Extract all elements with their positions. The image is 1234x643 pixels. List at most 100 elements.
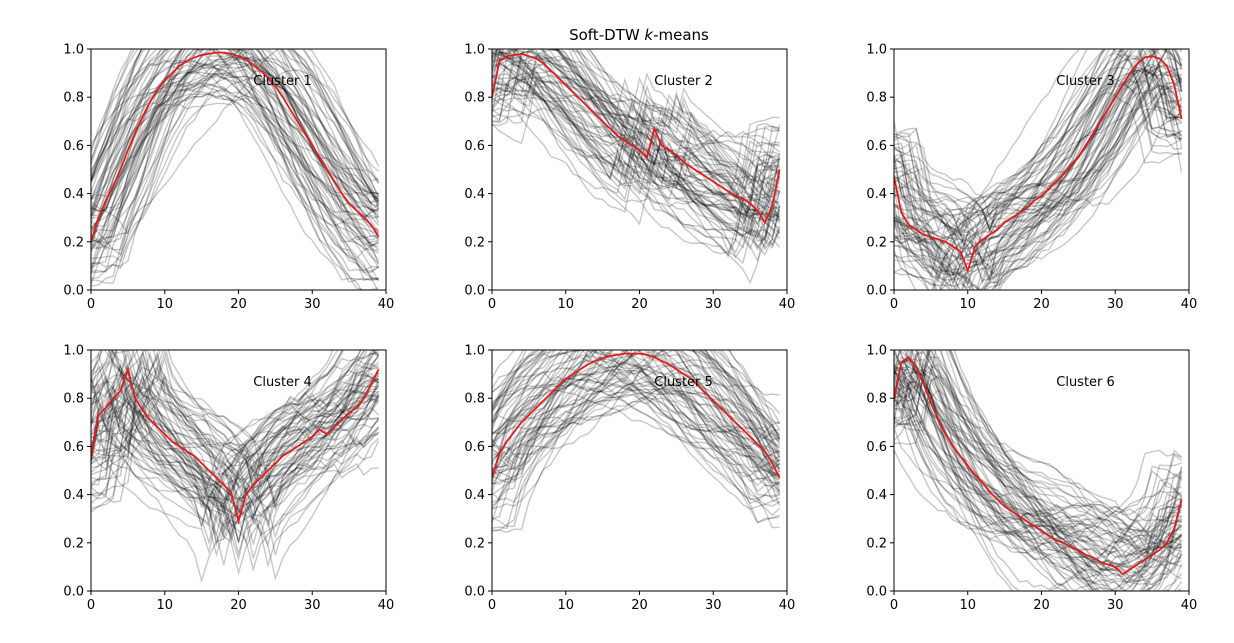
member-series-line bbox=[91, 398, 379, 497]
member-series-line bbox=[894, 357, 1183, 560]
member-series-line bbox=[492, 49, 781, 211]
x-tick-label: 0 bbox=[87, 598, 95, 613]
member-series-line bbox=[91, 372, 379, 497]
member-series-line bbox=[492, 350, 780, 447]
member-series-line bbox=[894, 401, 1183, 525]
member-series-line bbox=[894, 77, 1183, 232]
member-series-line bbox=[91, 373, 380, 509]
member-series-line bbox=[492, 51, 780, 220]
member-series-line bbox=[492, 49, 780, 202]
member-series-line bbox=[585, 49, 781, 249]
member-series-line bbox=[91, 49, 380, 256]
barycenter-line-6 bbox=[894, 355, 1183, 576]
member-series-line bbox=[492, 56, 780, 175]
y-tick-label: 0.4 bbox=[866, 187, 887, 202]
y-tick-label: 0.0 bbox=[866, 585, 887, 600]
x-tick-label: 30 bbox=[705, 598, 722, 613]
y-tick-label: 0.2 bbox=[63, 235, 84, 250]
member-series-line bbox=[91, 49, 379, 280]
x-tick-label: 10 bbox=[557, 598, 574, 613]
member-series-line bbox=[894, 67, 1183, 287]
member-series-line bbox=[894, 49, 1182, 290]
member-series-line bbox=[492, 52, 781, 217]
member-series-line bbox=[492, 96, 781, 249]
member-series-group bbox=[91, 350, 380, 584]
member-series-line bbox=[492, 49, 781, 240]
member-series-line bbox=[91, 93, 379, 212]
member-series-line bbox=[894, 351, 1182, 591]
member-series-line bbox=[111, 350, 380, 545]
member-series-line bbox=[492, 350, 780, 499]
member-series-line bbox=[91, 372, 379, 489]
y-tick-label: 0.8 bbox=[866, 392, 887, 407]
member-series-line bbox=[894, 350, 1183, 591]
member-series-line bbox=[91, 350, 380, 494]
member-series-line bbox=[91, 56, 380, 271]
subplot-2: 0 10 20 30 40 0.0 0.2 0.4 0.6 0.8 1.0 Cluster 2 bbox=[464, 43, 795, 313]
member-series-line bbox=[91, 56, 380, 212]
member-series-line bbox=[894, 381, 1183, 535]
x-tick-label: 0 bbox=[890, 297, 898, 312]
barycenter-line-3 bbox=[894, 55, 1183, 274]
cluster-label: Cluster 6 bbox=[1056, 375, 1115, 390]
cluster-label: Cluster 3 bbox=[1056, 74, 1115, 89]
member-series-line bbox=[894, 91, 1182, 278]
member-series-line bbox=[933, 350, 1183, 591]
member-series-line bbox=[894, 70, 1182, 261]
member-series-line bbox=[894, 49, 1182, 290]
member-series-line bbox=[492, 50, 781, 222]
member-series-line bbox=[894, 49, 1168, 290]
x-tick-label: 40 bbox=[378, 297, 395, 312]
member-series-line bbox=[894, 49, 1183, 290]
member-series-line bbox=[894, 359, 1183, 558]
member-series-line bbox=[492, 49, 781, 188]
y-tick-label: 1.0 bbox=[63, 344, 84, 359]
x-tick-label: 10 bbox=[557, 297, 574, 312]
member-series-line bbox=[91, 369, 380, 557]
member-series-line bbox=[894, 49, 1182, 277]
member-series-line bbox=[894, 84, 1183, 255]
member-series-line bbox=[492, 51, 781, 242]
member-series-line bbox=[894, 78, 1182, 290]
member-series-line bbox=[492, 350, 781, 456]
member-series-line bbox=[492, 350, 781, 507]
figure-title-suffix: -means bbox=[653, 26, 709, 44]
member-series-line bbox=[894, 378, 1182, 569]
member-series-line bbox=[492, 350, 780, 504]
member-series-line bbox=[91, 49, 380, 205]
member-series-line bbox=[91, 49, 380, 251]
member-series-line bbox=[492, 61, 781, 239]
member-series-line bbox=[492, 52, 780, 228]
member-series-line bbox=[91, 350, 380, 581]
member-series-line bbox=[91, 374, 380, 507]
x-tick-label: 0 bbox=[87, 297, 95, 312]
member-series-line bbox=[91, 49, 380, 227]
member-series-line bbox=[894, 49, 1183, 228]
member-series-line bbox=[91, 393, 379, 511]
member-series-line bbox=[91, 363, 380, 542]
member-series-line bbox=[492, 350, 781, 528]
member-series-line bbox=[894, 49, 1183, 286]
member-series-line bbox=[492, 350, 780, 529]
member-series-line bbox=[91, 77, 380, 270]
member-series-line bbox=[550, 49, 780, 250]
member-series-line bbox=[894, 53, 1182, 261]
member-series-line bbox=[91, 357, 379, 529]
member-series-line bbox=[894, 49, 1183, 290]
member-series-line bbox=[492, 350, 781, 487]
member-series-line bbox=[546, 49, 780, 185]
member-series-line bbox=[91, 49, 379, 235]
member-series-line bbox=[894, 49, 1183, 290]
member-series-line bbox=[894, 369, 1182, 552]
member-series-line bbox=[91, 364, 379, 531]
member-series-line bbox=[492, 352, 780, 524]
member-series-line bbox=[492, 365, 780, 469]
member-series-line bbox=[91, 350, 380, 507]
member-series-line bbox=[91, 62, 379, 218]
y-tick-label: 1.0 bbox=[464, 43, 485, 58]
x-tick-label: 20 bbox=[1033, 598, 1050, 613]
y-tick-label: 0.4 bbox=[63, 488, 84, 503]
member-series-line bbox=[492, 57, 780, 253]
y-tick-label: 1.0 bbox=[63, 43, 84, 58]
